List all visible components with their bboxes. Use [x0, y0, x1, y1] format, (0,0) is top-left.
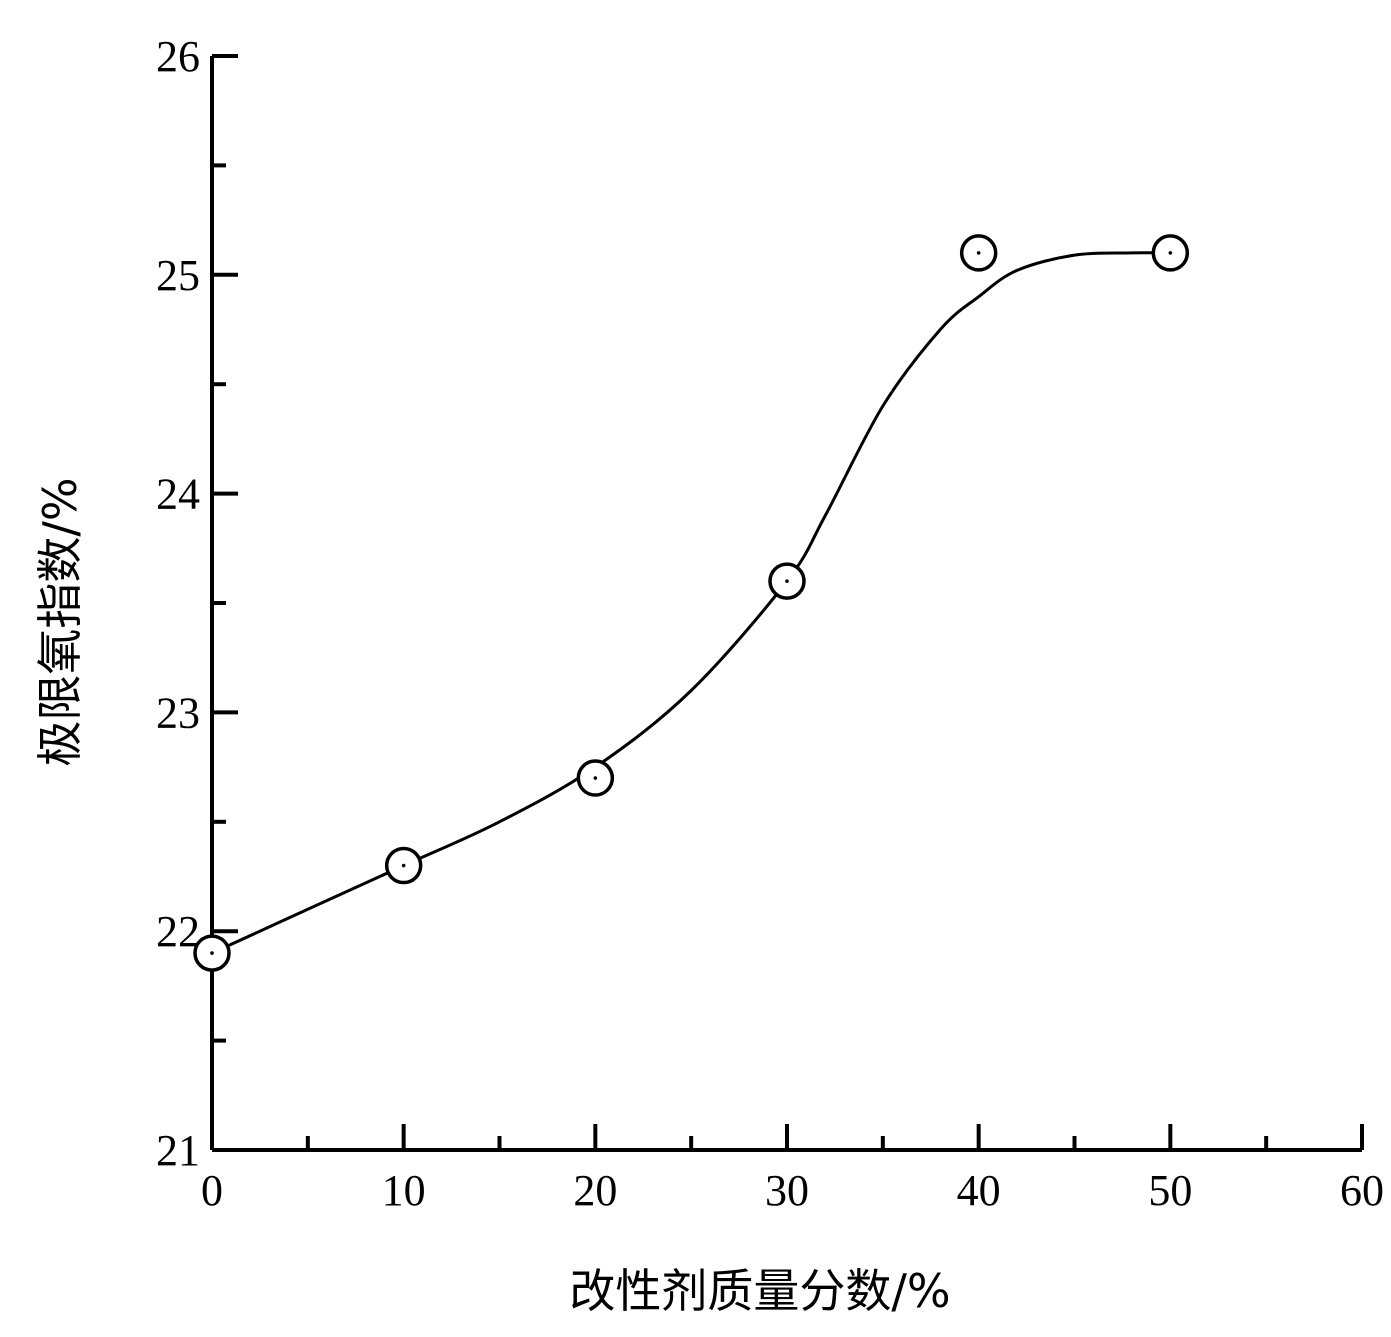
data-point [959, 234, 998, 272]
x-axis-title: 改性剂质量分数/% [569, 1264, 950, 1318]
x-tick-label: 40 [957, 1166, 1001, 1215]
points-layer [193, 234, 1190, 972]
data-point-center [976, 251, 981, 255]
data-point-center [593, 776, 598, 780]
data-point [384, 846, 423, 885]
y-axis-title: 极限氧指数/% [33, 477, 87, 766]
data-point-center [785, 579, 789, 583]
x-tick-label: 10 [382, 1166, 426, 1215]
labels-layer: 21 22 23 24 25 26 0 10 20 30 40 50 60 [156, 32, 1384, 1215]
curve-layer [211, 251, 1171, 955]
y-tick-label: 26 [156, 32, 200, 81]
axes-layer [210, 56, 1362, 1152]
data-point-center [401, 863, 406, 868]
x-tick-label: 20 [573, 1166, 617, 1215]
x-tick-label: 30 [765, 1166, 809, 1215]
y-tick-label: 22 [156, 907, 200, 956]
data-point [768, 562, 806, 600]
x-tick-label: 0 [201, 1166, 223, 1215]
data-point [1151, 234, 1190, 272]
y-tick-label: 25 [156, 251, 200, 300]
data-point-center [210, 951, 214, 955]
x-tick-label: 60 [1340, 1166, 1384, 1215]
fit-curve [211, 251, 1171, 955]
y-tick-label: 23 [156, 688, 200, 737]
ticks-layer [210, 54, 1364, 1152]
y-tick-label: 21 [156, 1126, 200, 1175]
data-point-center [1168, 251, 1173, 255]
data-point [576, 759, 615, 797]
data-point [193, 934, 231, 972]
x-tick-label: 50 [1148, 1166, 1192, 1215]
y-tick-label: 24 [156, 470, 200, 519]
